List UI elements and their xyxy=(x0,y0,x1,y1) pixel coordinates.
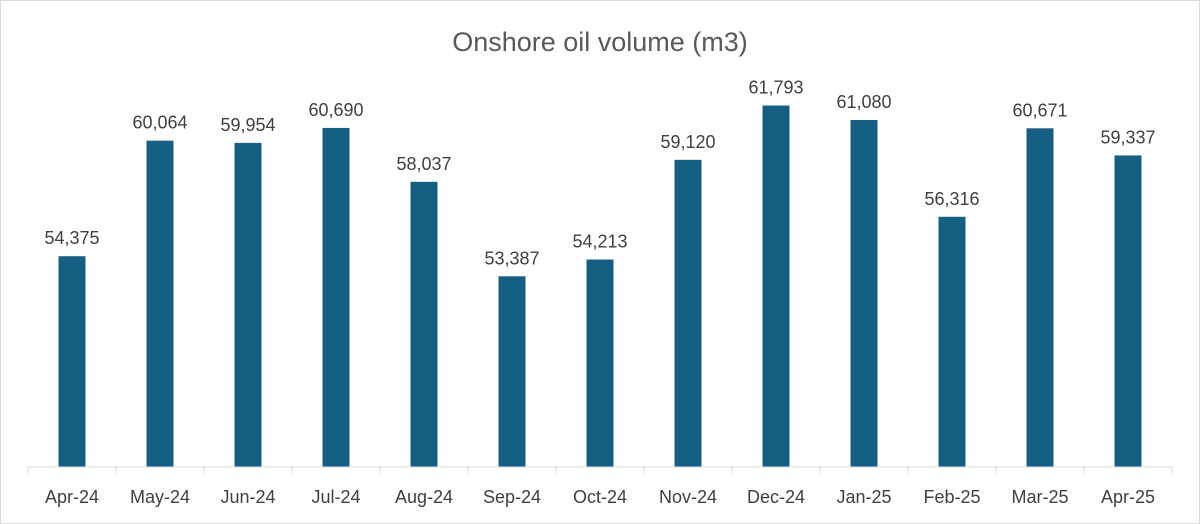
x-tick-label: Feb-25 xyxy=(923,487,980,507)
data-label: 61,793 xyxy=(748,78,803,98)
x-ticks-group xyxy=(27,467,1173,473)
data-label: 60,064 xyxy=(132,113,187,133)
data-label: 60,690 xyxy=(308,100,363,120)
bars-group xyxy=(58,105,1142,468)
data-label: 58,037 xyxy=(396,154,451,174)
data-label: 53,387 xyxy=(484,248,539,268)
bar-mar-25 xyxy=(1026,128,1054,467)
data-label: 60,671 xyxy=(1012,100,1067,120)
bar-nov-24 xyxy=(674,159,702,467)
bar-sep-24 xyxy=(498,276,526,467)
data-label: 59,954 xyxy=(220,115,275,135)
x-tick-label: Oct-24 xyxy=(573,487,627,507)
x-tick-label: Jul-24 xyxy=(311,487,360,507)
data-label: 59,120 xyxy=(660,132,715,152)
x-tick-labels-group: Apr-24 May-24 Jun-24 Jul-24 Aug-24 Sep-24 Oct-… xyxy=(45,487,1155,507)
data-label: 54,375 xyxy=(44,228,99,248)
bar-oct-24 xyxy=(586,259,614,467)
x-tick-label: Aug-24 xyxy=(395,487,453,507)
data-label: 61,080 xyxy=(836,92,891,112)
x-tick-label: Jan-25 xyxy=(836,487,891,507)
data-label: 56,316 xyxy=(924,189,979,209)
data-label: 59,337 xyxy=(1100,127,1155,147)
chart-title: Onshore oil volume (m3) xyxy=(452,27,748,57)
data-label: 54,213 xyxy=(572,232,627,252)
x-tick-label: Dec-24 xyxy=(747,487,805,507)
bar-aug-24 xyxy=(410,181,438,467)
bar-feb-25 xyxy=(938,216,966,467)
bar-jun-24 xyxy=(234,142,262,467)
bar-jan-25 xyxy=(850,120,878,467)
bar-apr-24 xyxy=(58,256,86,467)
x-tick-label: Sep-24 xyxy=(483,487,541,507)
x-tick-label: Jun-24 xyxy=(220,487,275,507)
bar-apr-25 xyxy=(1114,155,1142,467)
x-tick-label: Apr-24 xyxy=(45,487,99,507)
bar-dec-24 xyxy=(762,105,790,468)
x-tick-label: Nov-24 xyxy=(659,487,717,507)
data-labels-group: 54,375 60,064 59,954 60,690 58,037 53,387 54,2… xyxy=(44,78,1155,269)
x-tick-label: Mar-25 xyxy=(1011,487,1068,507)
x-tick-label: Apr-25 xyxy=(1101,487,1155,507)
bar-jul-24 xyxy=(322,127,350,467)
bar-may-24 xyxy=(146,140,174,467)
x-tick-label: May-24 xyxy=(130,487,190,507)
